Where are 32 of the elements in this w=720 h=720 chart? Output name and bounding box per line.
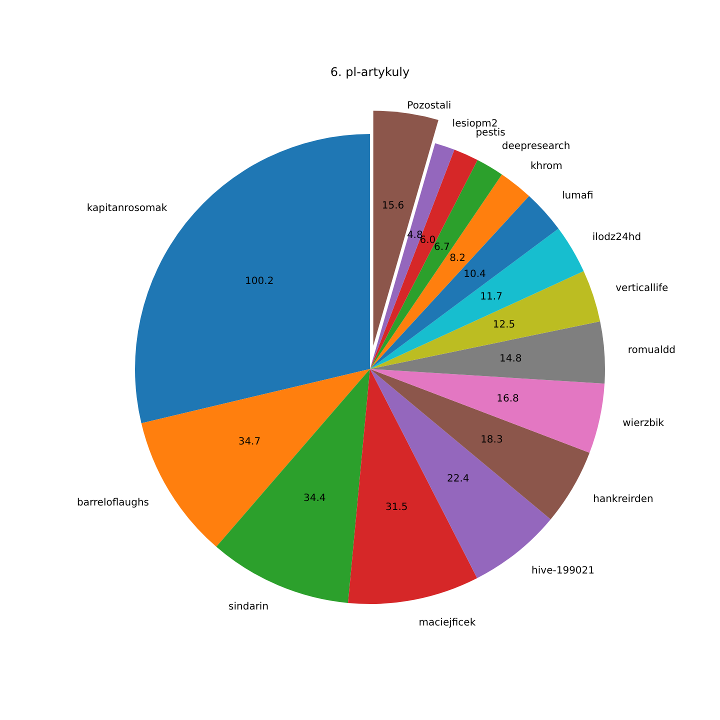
- slice-label: hive-199021: [532, 565, 595, 576]
- data-label: 34.7: [238, 436, 261, 448]
- slice-label: sindarin: [228, 601, 269, 612]
- data-label: 6.7: [434, 242, 450, 254]
- slice-label: Pozostali: [407, 100, 452, 112]
- data-label: 14.8: [500, 353, 522, 364]
- slice-label: ilodz24hd: [592, 232, 642, 243]
- data-label: 8.2: [450, 252, 466, 264]
- slice-label: romualdd: [628, 345, 676, 356]
- data-label: 10.4: [464, 269, 486, 280]
- data-label: 11.7: [480, 292, 502, 303]
- slice-label: maciejficek: [418, 617, 476, 628]
- data-label: 15.6: [382, 200, 404, 212]
- slice-label: hankreirden: [593, 494, 654, 506]
- slice-label: pestis: [476, 128, 506, 139]
- slice-label: kapitanrosomak: [86, 203, 168, 214]
- slice-label: khrom: [530, 160, 562, 172]
- data-label: 6.0: [420, 234, 436, 246]
- data-label: 34.4: [304, 493, 326, 504]
- data-label: 16.8: [496, 393, 519, 404]
- data-label: 100.2: [245, 276, 274, 288]
- slice-label: verticallife: [616, 282, 668, 294]
- data-label: 31.5: [385, 502, 408, 513]
- data-label: 22.4: [446, 474, 470, 485]
- slice-label: barreloflaughs: [77, 498, 150, 509]
- slice-label: wierzbik: [622, 418, 664, 430]
- chart-title: 6. pl-artykuly: [330, 65, 410, 79]
- slice-label: lumafi: [562, 190, 594, 202]
- slice-label: deepresearch: [502, 141, 570, 152]
- data-label: 12.5: [492, 320, 516, 331]
- slice-label: lesiopm2: [452, 118, 498, 130]
- data-label: 18.3: [480, 434, 503, 446]
